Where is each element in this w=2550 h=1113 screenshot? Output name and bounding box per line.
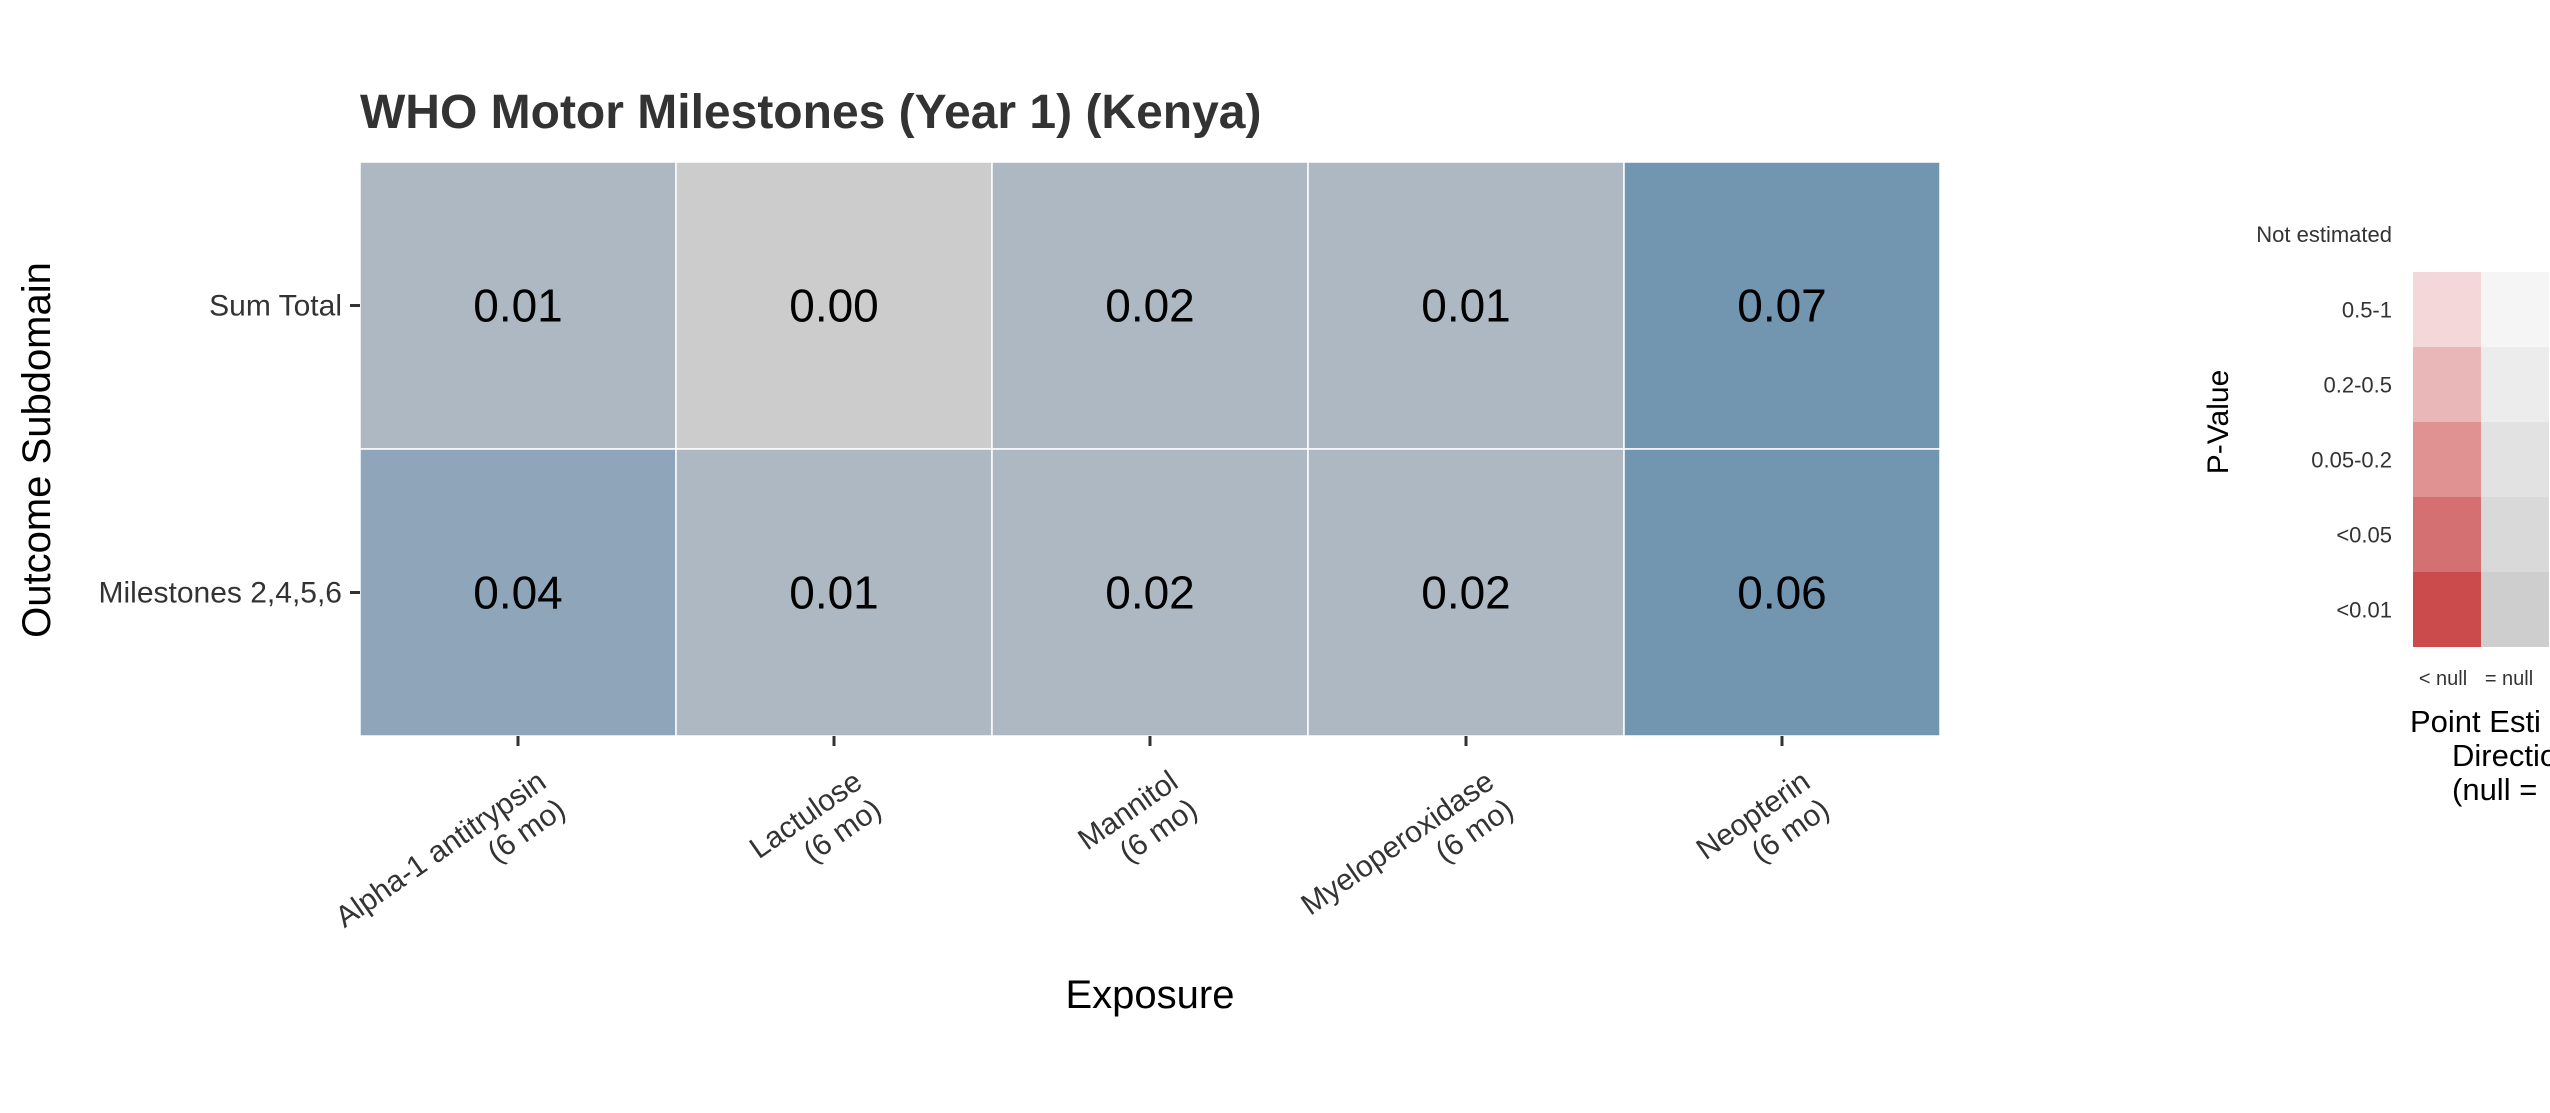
y-axis: Sum Total Milestones 2,4,5,6 — [99, 290, 360, 610]
legend-column-label: < null — [2419, 668, 2467, 690]
legend-column-label: = null — [2485, 668, 2533, 690]
legend-not-estimated-label: Not estimated — [2256, 222, 2392, 247]
chart-title: WHO Motor Milestones (Year 1) (Kenya) — [360, 86, 1261, 139]
legend-row-label: 0.5-1 — [2342, 298, 2392, 323]
legend-swatch — [2481, 347, 2549, 422]
legend-swatch — [2481, 272, 2549, 347]
legend-swatch — [2413, 497, 2481, 572]
legend-column-labels: < null = null — [2419, 668, 2533, 690]
cell-value-label: 0.04 — [473, 567, 563, 619]
cell-value-label: 0.07 — [1737, 280, 1827, 332]
y-tick-label: Sum Total — [209, 290, 342, 323]
legend-swatch — [2413, 572, 2481, 647]
legend-x-title-line: Point Esti — [2410, 704, 2541, 739]
heatmap-cell — [991, 161, 1309, 450]
legend-swatch — [2413, 272, 2481, 347]
legend-x-title-line: Directio — [2452, 738, 2550, 773]
legend-row-label: <0.01 — [2336, 598, 2392, 623]
heatmap-cell — [359, 448, 677, 737]
x-tick-label: Myeloperoxidase(6 mo) — [1295, 765, 1519, 950]
heatmap-cell — [1623, 161, 1941, 450]
legend-row-label: 0.2-0.5 — [2324, 373, 2393, 398]
heatmap-cells: 0.01 0.00 0.02 0.01 0.07 0.04 0.01 0.02 0.02 0.06 — [359, 161, 1941, 737]
cell-value-label: 0.02 — [1105, 567, 1195, 619]
legend-y-title: P-Value — [2202, 370, 2235, 475]
x-tick-label: Neopterin(6 mo) — [1691, 765, 1836, 894]
heatmap-cell — [1623, 448, 1941, 737]
legend-x-title-line: (null = — [2452, 772, 2537, 807]
legend-swatch — [2481, 422, 2549, 497]
legend: Not estimated P-Value 0.5-1 0.2-0.5 0.05-0… — [2202, 222, 2550, 807]
heatmap-cell — [1307, 161, 1625, 450]
cell-value-label: 0.01 — [1421, 280, 1511, 332]
x-tick-label: Mannitol(6 mo) — [1072, 765, 1203, 885]
y-axis-title: Outcome Subdomain — [15, 262, 59, 638]
x-tick-label: Alpha-1 antitrypsin(6 mo) — [330, 765, 572, 962]
heatmap-cell — [675, 161, 993, 450]
legend-swatch — [2413, 422, 2481, 497]
cell-value-label: 0.06 — [1737, 567, 1827, 619]
cell-value-label: 0.02 — [1421, 567, 1511, 619]
legend-swatch — [2481, 497, 2549, 572]
cell-value-label: 0.00 — [789, 280, 879, 332]
heatmap-cell — [675, 448, 993, 737]
legend-rows: 0.5-1 0.2-0.5 0.05-0.2 <0.05 <0.01 — [2311, 272, 2549, 647]
y-tick-label: Milestones 2,4,5,6 — [99, 577, 342, 610]
legend-row-label: 0.05-0.2 — [2311, 448, 2392, 473]
cell-value-label: 0.01 — [473, 280, 563, 332]
legend-swatch — [2481, 572, 2549, 647]
x-axis-title: Exposure — [1066, 973, 1235, 1017]
x-tick-label: Lactulose(6 mo) — [744, 765, 888, 894]
heatmap-cell — [359, 161, 677, 450]
cell-value-label: 0.02 — [1105, 280, 1195, 332]
legend-row-label: <0.05 — [2336, 523, 2392, 548]
cell-value-label: 0.01 — [789, 567, 879, 619]
heatmap-cell — [991, 448, 1309, 737]
x-axis: Alpha-1 antitrypsin(6 mo) Lactulose(6 mo)… — [330, 736, 1836, 962]
legend-swatch — [2413, 347, 2481, 422]
